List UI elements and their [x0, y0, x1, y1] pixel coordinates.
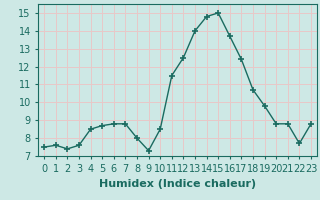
- X-axis label: Humidex (Indice chaleur): Humidex (Indice chaleur): [99, 179, 256, 189]
